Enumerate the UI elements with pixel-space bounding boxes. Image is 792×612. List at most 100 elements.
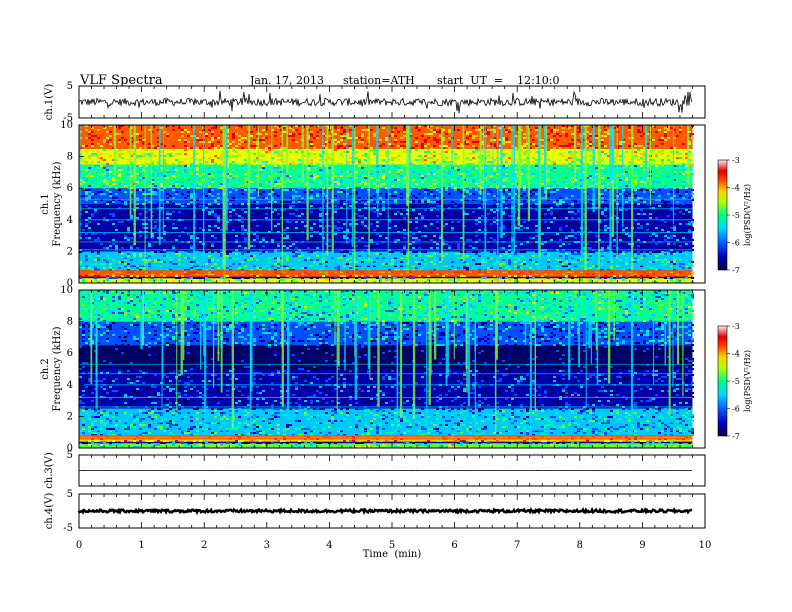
spectrogram-cell [187, 269, 190, 271]
spectrogram-cell [145, 235, 148, 237]
spectrogram-cell [469, 251, 472, 253]
spectrogram-cell [211, 211, 214, 213]
spectrogram-cell [217, 197, 220, 199]
spectrogram-cell [535, 261, 538, 263]
spectrogram-cell [148, 245, 151, 247]
spectrogram-cell [196, 167, 199, 169]
spectrogram-cell [142, 197, 145, 199]
spectrogram-cell [106, 277, 109, 279]
spectrogram-cell [340, 161, 343, 163]
spectrogram-cell [253, 161, 256, 163]
spectrogram-cell [475, 151, 478, 153]
spectrogram-cell [325, 183, 328, 185]
spectrogram-cell [442, 147, 445, 149]
spectrogram-cell [430, 161, 433, 163]
spectrogram-cell [445, 171, 448, 173]
spectrogram-cell [229, 199, 232, 201]
spectrogram-cell [430, 157, 433, 159]
spectrogram-cell [553, 239, 556, 241]
spectrogram-cell [190, 201, 193, 203]
spectrogram-cell [127, 171, 130, 173]
spectrogram-cell [124, 221, 127, 223]
spectrogram-cell [565, 129, 568, 131]
spectrogram-cell [166, 247, 169, 249]
spectrogram-cell [91, 255, 94, 257]
spectrogram-cell [364, 155, 367, 157]
spectrogram-cell [187, 195, 190, 197]
spectrogram-cell [199, 225, 202, 227]
spectrogram-cell [535, 163, 538, 165]
spectrogram-cell [571, 137, 574, 139]
spectrogram-cell [505, 161, 508, 163]
spectrogram-cell [250, 235, 253, 237]
spectrogram-cell [361, 181, 364, 183]
spectrogram-cell [169, 195, 172, 197]
spectrogram-cell [343, 237, 346, 239]
spectrogram-cell [460, 183, 463, 185]
spectrogram-cell [157, 207, 160, 209]
spectrogram-cell [577, 139, 580, 141]
spectrogram-cell [103, 203, 106, 205]
spectrogram-cell [514, 279, 517, 281]
spectrogram-cell [163, 181, 166, 183]
spectrogram-cell [115, 197, 118, 199]
spectrogram-cell [457, 247, 460, 249]
spectrogram-cell [244, 237, 247, 239]
spectrogram-cell [379, 277, 382, 279]
spectrogram-cell [136, 225, 139, 227]
spectrogram-cell [556, 259, 559, 261]
spectrogram-cell [358, 215, 361, 217]
spectrogram-cell [544, 199, 547, 201]
spectrogram-cell [403, 277, 406, 279]
spectrogram-cell [166, 207, 169, 209]
spectrogram-cell [133, 255, 136, 257]
spectrogram-cell [136, 155, 139, 157]
spectrogram-cell [565, 255, 568, 257]
spectrogram-cell [469, 135, 472, 137]
spectrogram-cell [280, 177, 283, 179]
spectrogram-cell [289, 227, 292, 229]
spectrogram-cell [349, 199, 352, 201]
spectrogram-cell [217, 213, 220, 215]
spectrogram-cell [313, 179, 316, 181]
spectrogram-cell [166, 193, 169, 195]
spectrogram-cell [106, 173, 109, 175]
spectrogram-cell [319, 151, 322, 153]
spectrogram-cell [127, 159, 130, 161]
spectrogram-cell [388, 187, 391, 189]
spectrogram-cell [532, 189, 535, 191]
spectrogram-cell [157, 243, 160, 245]
spectrogram-cell [229, 151, 232, 153]
spectrogram-cell [349, 213, 352, 215]
spectrogram-cell [589, 155, 592, 157]
spectrogram-cell [136, 189, 139, 191]
spectrogram-cell [139, 155, 142, 157]
spectrogram-cell [277, 155, 280, 157]
spectrogram-cell [118, 165, 121, 167]
spectrogram-cell [349, 171, 352, 173]
spectrogram-cell [91, 243, 94, 245]
spectrogram-cell [334, 277, 337, 279]
spectrogram-cell [310, 197, 313, 199]
spectrogram-cell [586, 247, 589, 249]
spectrogram-cell [259, 259, 262, 261]
spectrogram-cell [304, 261, 307, 263]
spectrogram-cell [295, 177, 298, 179]
spectrogram-cell [454, 211, 457, 213]
spectrogram-cell [577, 127, 580, 129]
spectrogram-cell [115, 267, 118, 269]
spectrogram-cell [160, 231, 163, 233]
spectrogram-cell [313, 163, 316, 165]
spectrogram-cell [349, 245, 352, 247]
spectrogram-cell [124, 235, 127, 237]
spectrogram-cell [325, 147, 328, 149]
spectrogram-cell [436, 253, 439, 255]
spectrogram-cell [97, 251, 100, 253]
spectrogram-cell [217, 169, 220, 171]
spectrogram-cell [553, 179, 556, 181]
spectrogram-cell [100, 193, 103, 195]
spectrogram-cell [181, 151, 184, 153]
spectrogram-cell [397, 131, 400, 133]
spectrogram-cell [457, 245, 460, 247]
spectrogram-cell [88, 185, 91, 187]
